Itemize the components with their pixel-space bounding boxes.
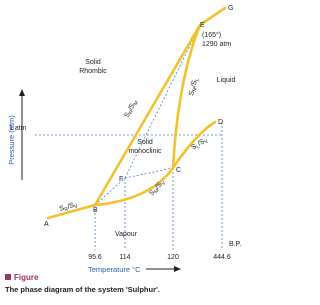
caption-text: The phase diagram of the system 'Sulphur… [5, 285, 160, 294]
x-tick-label: 114 [119, 254, 130, 261]
curve-ab [46, 203, 97, 220]
curve-label-part: /S [197, 138, 207, 148]
x-arrow-head [174, 266, 181, 272]
curve-label: SL/SV [190, 136, 210, 153]
curve-label-part: R [128, 109, 135, 115]
curve-cd [171, 120, 217, 170]
curve-label-part: /S [190, 79, 198, 87]
bp-label: B.P. [229, 241, 241, 248]
curve-label-part: L [194, 77, 201, 81]
curve-label-part: L [196, 144, 202, 151]
curve-eg [198, 6, 227, 27]
y-label: Pressure (atm) [7, 115, 16, 165]
curve-be [93, 23, 202, 207]
y-arrow-head [19, 89, 25, 96]
one-atm-label: 1 atm [9, 125, 27, 132]
region-label: Liquid [217, 77, 236, 84]
region-label: Solid [137, 139, 153, 146]
point-label: E [200, 22, 205, 29]
curves [46, 6, 227, 220]
curve-label-part: M [192, 87, 199, 92]
curve-ce [171, 23, 202, 170]
curve-label-part: /S [67, 202, 76, 211]
curve-label: SM/SV [148, 178, 167, 198]
region-label: Solid [85, 59, 101, 66]
guide [124, 24, 201, 179]
point-label: G [228, 5, 233, 12]
curve-label-part: S [124, 111, 133, 119]
guide [94, 177, 126, 206]
x-tick-label: 95.6 [88, 254, 102, 261]
caption-square [5, 274, 11, 280]
curve-label-part: S [59, 205, 66, 213]
curve-label-part: S [148, 189, 157, 197]
curve-label: SR/SV [59, 201, 80, 214]
curve-label-part: R [64, 206, 69, 213]
curve-label: SM/SL [188, 77, 201, 97]
curve-label-part: M [133, 100, 140, 107]
curve-label: SR/SM [124, 99, 140, 120]
curve-label-part: V [204, 138, 211, 145]
curve-bc [93, 166, 175, 207]
point-label: D [218, 119, 223, 126]
diagram: Pressure (atm) 1 atm B.P. 95.6 114 120 4… [5, 5, 242, 294]
point-label: B [93, 207, 98, 214]
curve-label-part: V [74, 203, 79, 210]
e-note: (165°) [202, 31, 221, 39]
x-tick-label: 444.6 [213, 254, 231, 261]
caption-tag: Figure [14, 273, 39, 282]
region-label: Rhombic [79, 68, 107, 75]
region-label: Vapour [115, 231, 138, 238]
curve-label-part: S [188, 90, 196, 97]
point-label: C [176, 167, 181, 174]
point-label: A [44, 221, 49, 228]
curve-label-part: S [190, 143, 198, 152]
curve-label-part: V [160, 180, 167, 187]
curve-label-part: M [153, 188, 160, 195]
point-label: F [119, 176, 123, 183]
e-note: 1290 atm [202, 41, 231, 48]
curve-label-part: /S [154, 181, 164, 191]
guide [124, 167, 174, 179]
region-label: monoclinic [128, 148, 162, 155]
x-label: Temperature °C [88, 265, 141, 274]
x-tick-label: 120 [167, 254, 179, 261]
curve-label-part: /S [127, 102, 136, 111]
